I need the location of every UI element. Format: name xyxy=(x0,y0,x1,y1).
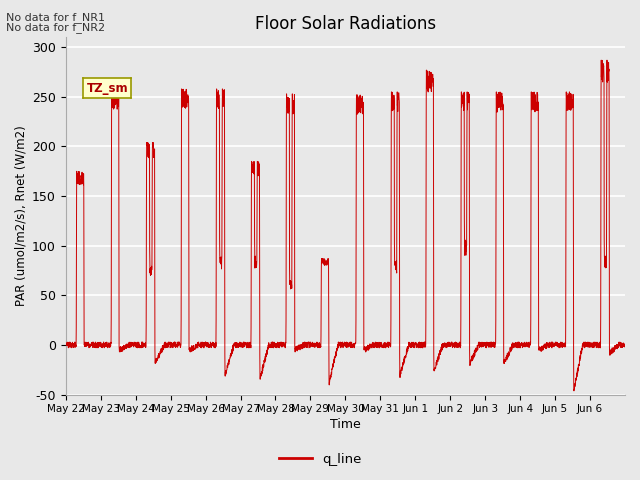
X-axis label: Time: Time xyxy=(330,419,361,432)
Legend: q_line: q_line xyxy=(273,447,367,471)
Title: Floor Solar Radiations: Floor Solar Radiations xyxy=(255,15,436,33)
Text: TZ_sm: TZ_sm xyxy=(86,82,128,95)
Text: No data for f_NR2: No data for f_NR2 xyxy=(6,22,106,33)
Y-axis label: PAR (umol/m2/s), Rnet (W/m2): PAR (umol/m2/s), Rnet (W/m2) xyxy=(15,126,28,306)
Text: No data for f_NR1: No data for f_NR1 xyxy=(6,12,106,23)
